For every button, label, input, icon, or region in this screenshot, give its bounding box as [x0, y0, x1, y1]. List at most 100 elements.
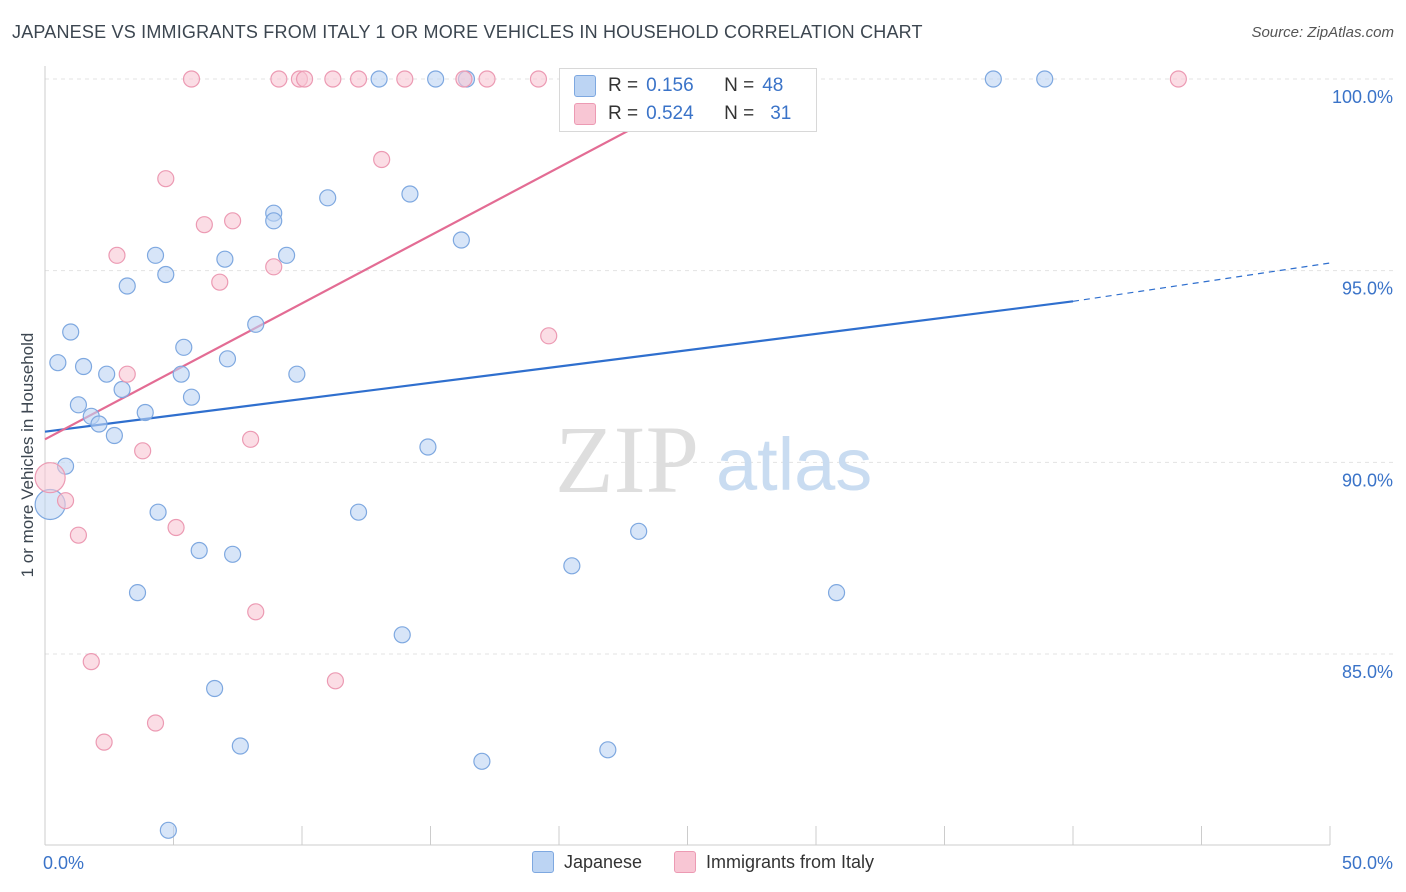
point-italy	[396, 70, 414, 88]
point-japanese	[49, 354, 67, 372]
point-japanese	[218, 350, 237, 368]
n-label: N =	[724, 103, 755, 124]
point-japanese	[599, 741, 617, 759]
point-japanese	[827, 584, 846, 602]
point-italy	[108, 246, 126, 264]
watermark-atlas: atlas	[716, 423, 872, 506]
point-japanese	[149, 503, 167, 521]
axes	[44, 66, 1331, 846]
point-japanese	[393, 626, 411, 644]
legend-item-japanese[interactable]: Japanese	[531, 851, 643, 873]
point-japanese	[175, 338, 193, 356]
watermark-zip: ZIP	[555, 406, 699, 513]
point-japanese	[288, 365, 306, 383]
point-japanese	[1036, 70, 1054, 88]
point-italy	[95, 733, 113, 751]
legend-swatch-pink	[674, 851, 697, 873]
chart-title: JAPANESE VS IMMIGRANTS FROM ITALY 1 OR M…	[12, 22, 923, 42]
point-italy	[167, 518, 185, 537]
x-tick-label: 0.0%	[43, 853, 84, 873]
data-points	[34, 70, 1187, 839]
point-japanese	[69, 396, 88, 414]
point-italy	[1169, 70, 1187, 88]
point-italy	[195, 216, 213, 234]
point-italy	[134, 442, 152, 460]
point-italy	[247, 603, 265, 621]
point-japanese	[984, 70, 1002, 88]
point-italy	[265, 258, 283, 276]
point-japanese	[630, 522, 648, 540]
y-tick-label: 95.0%	[1342, 279, 1393, 299]
point-japanese	[105, 426, 123, 445]
chart-source: Source: ZipAtlas.com	[1251, 24, 1394, 41]
point-japanese	[172, 365, 190, 383]
point-japanese	[113, 380, 131, 399]
point-japanese	[231, 737, 249, 755]
point-japanese	[563, 557, 581, 575]
point-japanese	[157, 265, 175, 284]
n-value: 48	[762, 75, 784, 96]
y-tick-label: 85.0%	[1342, 662, 1393, 682]
point-japanese	[473, 752, 491, 770]
point-italy	[373, 150, 391, 169]
point-italy	[529, 70, 548, 88]
point-japanese	[452, 231, 470, 249]
point-italy	[224, 212, 242, 230]
point-italy	[56, 492, 75, 510]
point-italy	[349, 70, 368, 88]
series-legend: Japanese Immigrants from Italy	[0, 851, 1406, 873]
trend-line-italy	[44, 78, 727, 441]
point-italy	[478, 70, 496, 88]
point-italy	[540, 327, 558, 345]
n-value: 31	[770, 103, 792, 124]
r-value: 0.156	[646, 75, 694, 96]
point-japanese	[128, 584, 147, 602]
point-japanese	[190, 541, 208, 560]
point-italy	[82, 653, 100, 671]
point-japanese	[370, 70, 388, 88]
watermark: ZIP atlas	[555, 406, 872, 513]
point-japanese	[136, 403, 154, 422]
r-label: R =	[608, 75, 639, 96]
point-japanese	[265, 212, 283, 230]
point-italy	[118, 365, 136, 383]
point-japanese	[62, 323, 80, 341]
trend-lines	[44, 78, 1331, 441]
point-japanese	[118, 277, 136, 295]
point-japanese	[277, 246, 296, 264]
point-italy	[211, 273, 229, 291]
legend-swatch-blue	[531, 851, 554, 873]
point-italy	[182, 70, 201, 88]
point-italy	[34, 462, 66, 494]
y-tick-label: 100.0%	[1332, 87, 1393, 107]
stats-row-italy: R = 0.524 N = 31	[574, 102, 791, 126]
point-japanese	[206, 679, 224, 698]
point-italy	[295, 70, 314, 88]
n-label: N =	[724, 75, 755, 96]
point-italy	[324, 70, 342, 88]
r-value: 0.524	[646, 103, 694, 124]
legend-label: Japanese	[563, 851, 643, 872]
point-japanese	[419, 438, 437, 456]
legend-label: Immigrants from Italy	[706, 851, 875, 872]
stats-swatch-pink	[574, 103, 596, 125]
x-tick-label: 50.0%	[1342, 853, 1393, 873]
point-japanese	[182, 388, 201, 406]
point-italy	[69, 526, 88, 544]
point-japanese	[247, 315, 265, 333]
point-japanese	[401, 185, 419, 203]
point-japanese	[216, 250, 234, 268]
stats-legend: R = 0.156 N = 48 R = 0.524 N = 31	[559, 68, 817, 132]
point-japanese	[224, 545, 242, 563]
y-tick-labels: 85.0% 90.0% 95.0% 100.0% 0.0% 50.0%	[43, 87, 1393, 873]
trend-line-japanese-extension	[1072, 262, 1331, 302]
legend-item-italy[interactable]: Immigrants from Italy	[674, 851, 874, 873]
point-italy	[326, 672, 345, 690]
point-japanese	[98, 365, 116, 383]
y-tick-label: 90.0%	[1342, 470, 1393, 490]
point-italy	[270, 70, 288, 88]
r-label: R =	[608, 103, 639, 124]
stats-row-japanese: R = 0.156 N = 48	[574, 74, 783, 98]
point-japanese	[427, 70, 445, 88]
